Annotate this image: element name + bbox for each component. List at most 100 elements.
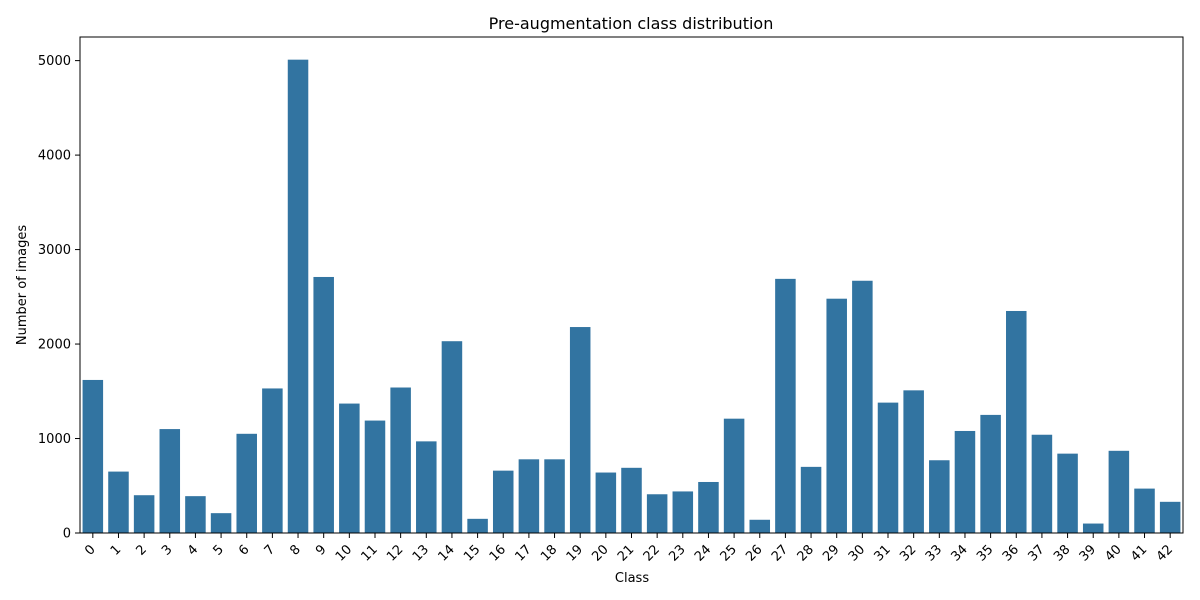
bar-class-16 [492,470,514,533]
x-tick-label: 33 [923,542,945,564]
plot-frame [79,36,1184,534]
bar-class-14 [441,341,463,533]
y-axis-ticks: 0 1000 2000 3000 4000 5000 [38,54,80,542]
bar-class-20 [595,472,617,533]
bar-class-4 [185,496,206,533]
x-tick-label: 28 [795,542,817,564]
x-tick-label: 24 [692,542,714,564]
x-tick-label: 42 [1154,542,1176,564]
x-tick-label: 7 [262,542,278,558]
x-tick-label: 25 [718,542,740,564]
bar-class-29 [826,298,847,533]
x-axis-label: Class [615,571,649,586]
x-tick-label: 10 [333,542,355,564]
bar-class-41 [1134,488,1155,533]
x-tick-label: 39 [1077,542,1099,564]
bar-class-39 [1082,523,1104,533]
x-tick-label: 30 [846,542,868,564]
x-tick-label: 2 [133,542,149,558]
x-tick-label: 38 [1051,542,1073,564]
x-tick-label: 17 [512,542,534,564]
bar-class-10 [339,403,360,533]
y-tick-label: 1000 [38,432,71,447]
bar-class-6 [236,433,257,533]
bar-class-24 [698,481,719,533]
bar-class-30 [852,280,873,533]
x-tick-label: 23 [666,542,688,564]
chart-title: Pre-augmentation class distribution [489,14,774,33]
x-tick-label: 27 [769,542,791,564]
x-tick-label: 6 [236,542,252,558]
x-tick-label: 1 [108,542,124,558]
y-tick-label: 2000 [38,338,71,353]
x-tick-label: 9 [313,542,329,558]
bar-class-13 [416,441,437,533]
x-tick-label: 15 [461,542,483,564]
x-tick-label: 34 [948,542,970,564]
x-tick-label: 32 [897,542,919,564]
bar-class-38 [1057,453,1078,533]
bar-class-18 [544,459,565,533]
bar-class-28 [800,466,822,533]
x-tick-label: 8 [287,542,303,558]
x-tick-label: 36 [1000,542,1022,564]
bar-class-2 [133,495,155,533]
x-tick-label: 0 [82,542,98,558]
y-tick-label: 5000 [38,54,71,69]
bar-class-33 [929,460,950,533]
bar-class-11 [364,420,386,533]
x-tick-label: 22 [641,542,663,564]
bar-class-19 [569,327,591,533]
x-axis-ticks: 0 1 2 3 4 5 6 7 8 9 10 11 12 13 14 15 16 17 18 19 20 21 22 23 24… [82,533,1176,565]
bar-class-36 [1006,310,1027,533]
bar-class-9 [313,276,334,533]
bar-class-31 [877,402,899,533]
bar-class-0 [82,379,104,533]
bar-class-22 [646,494,668,533]
bar-class-37 [1031,434,1053,533]
bar-class-12 [390,387,411,533]
bar-class-23 [672,491,694,533]
x-tick-label: 20 [589,542,611,564]
bars-group [82,59,1181,534]
x-tick-label: 26 [743,542,765,564]
bar-class-35 [980,414,1001,533]
x-tick-label: 41 [1128,542,1150,564]
bar-class-40 [1108,450,1130,533]
x-tick-label: 4 [185,542,201,558]
bar-class-1 [108,471,129,533]
x-tick-label: 14 [435,542,457,564]
x-tick-label: 11 [359,542,381,564]
y-tick-label: 4000 [38,149,71,164]
bar-class-26 [749,519,771,533]
bar-class-34 [954,430,976,533]
y-tick-label: 0 [63,527,71,542]
x-tick-label: 12 [384,542,406,564]
bar-class-3 [159,429,181,533]
bar-class-17 [518,459,540,533]
x-tick-label: 40 [1102,542,1124,564]
y-tick-label: 3000 [38,243,71,258]
x-tick-label: 16 [487,542,509,564]
x-tick-label: 29 [820,542,842,564]
bar-class-21 [621,467,642,533]
x-tick-label: 18 [538,542,560,564]
x-tick-label: 31 [872,542,894,564]
x-tick-label: 35 [974,542,996,564]
x-tick-label: 21 [615,542,637,564]
bar-class-25 [723,418,745,533]
x-tick-label: 19 [564,542,586,564]
x-tick-label: 5 [210,542,226,558]
bar-class-5 [210,513,232,533]
bar-class-7 [262,388,283,533]
bar-class-27 [775,278,796,533]
x-tick-label: 13 [410,542,432,564]
bar-class-42 [1159,501,1181,533]
y-axis-label: Number of images [15,225,30,346]
bar-class-8 [287,59,309,534]
x-tick-label: 37 [1025,542,1047,564]
bar-class-32 [903,390,924,533]
x-tick-label: 3 [159,542,175,558]
bar-class-15 [467,518,488,533]
